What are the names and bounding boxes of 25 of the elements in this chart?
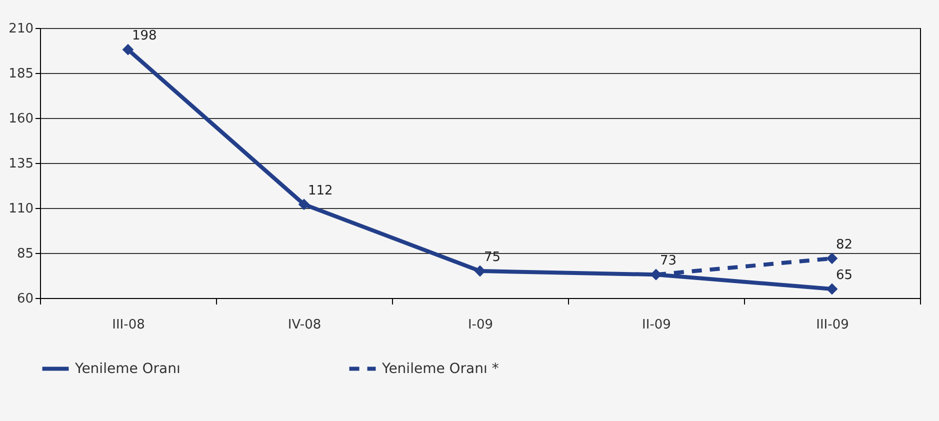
- data-label: 73: [660, 254, 677, 269]
- data-label: 65: [836, 268, 853, 283]
- y-tick-label: 160: [8, 112, 34, 126]
- y-tick-label: 110: [8, 202, 34, 216]
- point: [826, 252, 838, 264]
- x-tick-label: II-09: [642, 318, 671, 332]
- legend-label: Yenileme Oranı *: [381, 360, 499, 377]
- y-tick-label: 185: [8, 66, 34, 82]
- point: [298, 198, 310, 210]
- point: [122, 44, 134, 56]
- y-tick-label: 60: [16, 292, 34, 306]
- x-tick-label: III-08: [112, 318, 145, 332]
- y-tick-label: 210: [8, 22, 34, 36]
- legend-label: Yenileme Oranı: [74, 360, 180, 377]
- data-label: 82: [836, 237, 853, 252]
- y-tick-label: 85: [16, 246, 34, 262]
- data-label: 198: [132, 28, 157, 44]
- data-label: 112: [308, 183, 333, 198]
- x-tick-label: III-09: [816, 318, 849, 332]
- y-tick-label: 135: [8, 156, 34, 172]
- point: [826, 283, 838, 295]
- point: [474, 265, 486, 277]
- x-tick-label: I-09: [468, 318, 494, 332]
- x-tick-label: IV-08: [288, 318, 322, 332]
- data-label: 75: [484, 250, 501, 265]
